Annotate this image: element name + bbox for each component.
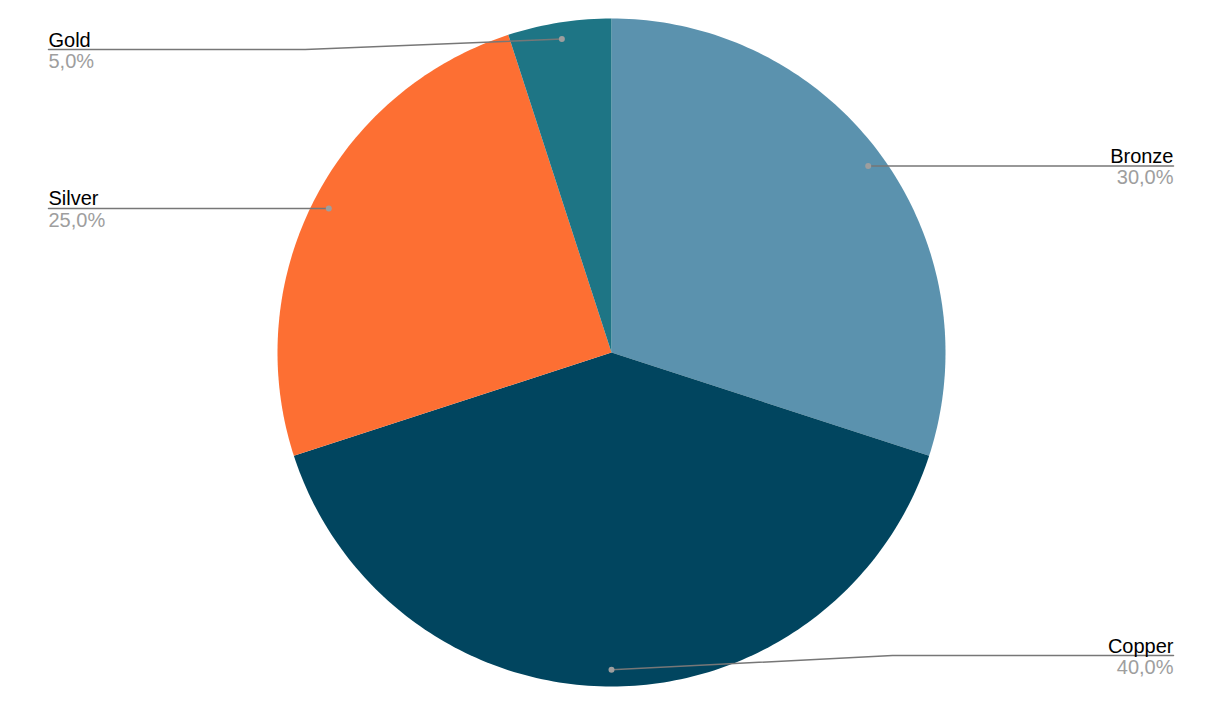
svg-text:Copper: Copper [1108,635,1174,657]
svg-text:Gold: Gold [49,29,91,51]
svg-text:Silver: Silver [49,187,99,209]
svg-text:40,0%: 40,0% [1117,656,1174,678]
svg-text:30,0%: 30,0% [1117,166,1174,188]
svg-text:5,0%: 5,0% [49,50,95,72]
svg-text:25,0%: 25,0% [49,209,106,231]
svg-text:Bronze: Bronze [1110,145,1173,167]
